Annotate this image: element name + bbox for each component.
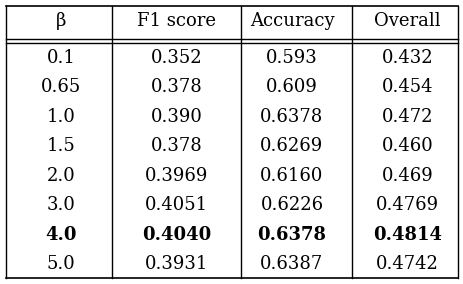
Text: 0.472: 0.472: [381, 108, 432, 126]
Text: 0.3969: 0.3969: [144, 167, 208, 185]
Text: 4.0: 4.0: [45, 226, 77, 244]
Text: 1.0: 1.0: [47, 108, 75, 126]
Text: β: β: [56, 12, 66, 30]
Text: 0.6160: 0.6160: [260, 167, 323, 185]
Text: Accuracy: Accuracy: [249, 12, 333, 30]
Text: 0.378: 0.378: [150, 137, 202, 155]
Text: 0.65: 0.65: [41, 78, 81, 96]
Text: 0.6378: 0.6378: [260, 108, 323, 126]
Text: 5.0: 5.0: [47, 255, 75, 273]
Text: 3.0: 3.0: [47, 196, 75, 214]
Text: 0.1: 0.1: [47, 49, 75, 67]
Text: 0.6378: 0.6378: [257, 226, 326, 244]
Text: 0.454: 0.454: [381, 78, 432, 96]
Text: 0.390: 0.390: [150, 108, 202, 126]
Text: 2.0: 2.0: [47, 167, 75, 185]
Text: 0.4742: 0.4742: [375, 255, 438, 273]
Text: 0.469: 0.469: [381, 167, 432, 185]
Text: 0.4769: 0.4769: [375, 196, 438, 214]
Text: 0.6269: 0.6269: [260, 137, 323, 155]
Text: 0.593: 0.593: [265, 49, 317, 67]
Text: 0.352: 0.352: [150, 49, 202, 67]
Text: 0.4051: 0.4051: [145, 196, 208, 214]
Text: F1 score: F1 score: [137, 12, 216, 30]
Text: 0.6387: 0.6387: [260, 255, 323, 273]
Text: 0.432: 0.432: [381, 49, 432, 67]
Text: 0.4814: 0.4814: [372, 226, 441, 244]
Text: Overall: Overall: [373, 12, 440, 30]
Text: 0.4040: 0.4040: [142, 226, 211, 244]
Text: 0.609: 0.609: [265, 78, 317, 96]
Text: 0.6226: 0.6226: [260, 196, 323, 214]
Text: 0.378: 0.378: [150, 78, 202, 96]
Text: 0.3931: 0.3931: [144, 255, 208, 273]
Text: 1.5: 1.5: [47, 137, 75, 155]
Text: 0.460: 0.460: [381, 137, 432, 155]
